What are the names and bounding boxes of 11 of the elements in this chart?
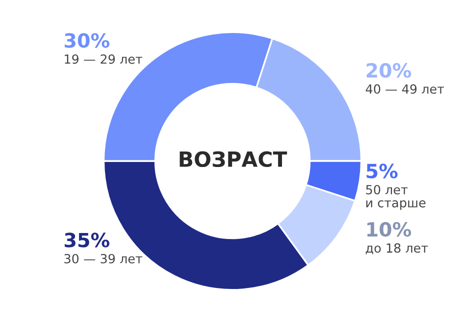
data-label: 10% (367, 222, 412, 237)
data-label: 35% (64, 232, 110, 248)
data-label: 5% (366, 164, 398, 178)
slice-label: 40 — 49 лет (366, 84, 444, 94)
text: ВОЗРАСТ (180, 151, 288, 168)
slice-label: 30 — 39 лет (64, 254, 142, 264)
slice-label: 19 — 29 лет (64, 54, 142, 64)
slice-label: 50 лет и старше (366, 184, 426, 210)
data-label: 30% (64, 33, 110, 48)
data-label: 20% (366, 63, 412, 78)
slice-label: до 18 лет (366, 243, 428, 254)
